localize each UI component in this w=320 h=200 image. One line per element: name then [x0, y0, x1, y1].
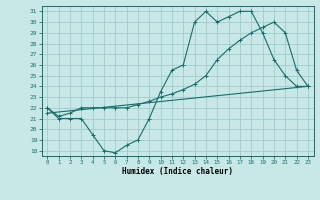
X-axis label: Humidex (Indice chaleur): Humidex (Indice chaleur): [122, 167, 233, 176]
